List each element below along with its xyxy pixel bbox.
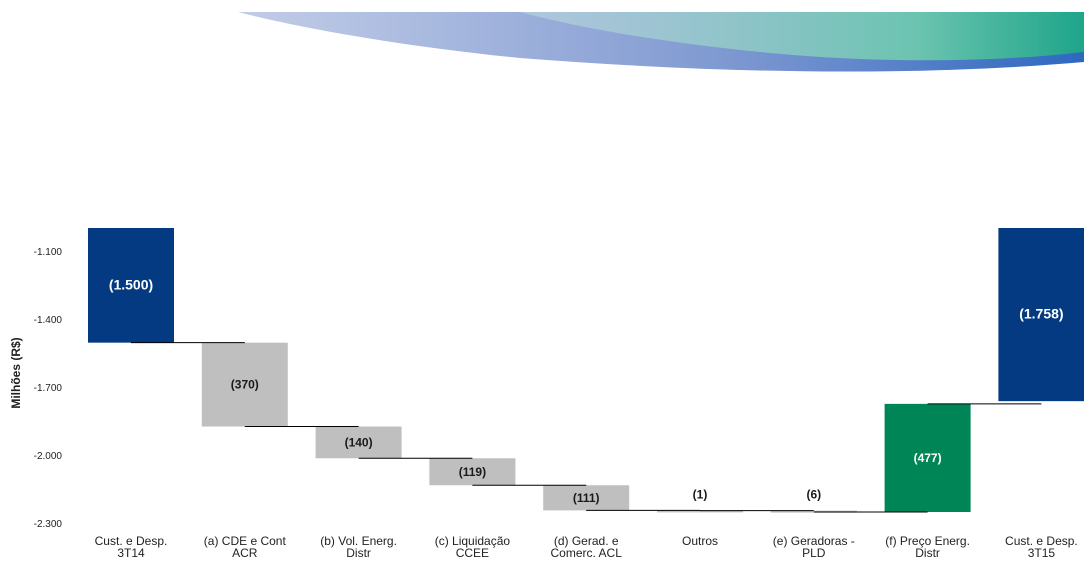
value-label-5: (1): [693, 487, 708, 501]
connectors: [131, 342, 1042, 513]
y-axis-label: Milhões (R$): [9, 337, 23, 408]
category-label-8: 3T15: [1028, 546, 1056, 560]
bar-1: [201, 342, 288, 427]
category-label-7: (f) Preço Energ.: [885, 534, 970, 548]
bar-0: [88, 228, 174, 343]
category-label-8: Cust. e Desp.: [1005, 534, 1078, 548]
bar-7: [884, 403, 971, 512]
value-labels: (1.500) (370) (140) (119) (111) (1) (6) (477) (1…: [109, 276, 1064, 504]
category-label-1: ACR: [232, 546, 258, 560]
category-label-2: (b) Vol. Energ.: [320, 534, 397, 548]
y-axis-title: Milhões (R$): [9, 337, 23, 408]
y-tick-label: -1.700: [34, 383, 63, 394]
y-tick-label: -1.100: [34, 247, 63, 258]
y-tick-label: -2.300: [34, 519, 63, 530]
category-label-3: (c) Liquidação: [435, 534, 511, 548]
bar-2: [315, 426, 402, 459]
value-label-7: (477): [914, 451, 942, 465]
category-label-1: (a) CDE e Cont: [204, 534, 287, 548]
bar-3: [429, 458, 516, 486]
header-banner: [238, 12, 1084, 72]
value-label-0: (1.500): [109, 276, 153, 292]
category-label-6: PLD: [802, 546, 826, 560]
category-label-5: Outros: [682, 534, 718, 548]
value-label-4: (111): [573, 491, 600, 505]
category-label-2: Distr: [346, 546, 371, 560]
bar-5: [657, 510, 743, 513]
bars: [88, 228, 1084, 513]
category-label-4: Comerc. ACL: [551, 546, 623, 560]
y-tick-label: -2.000: [34, 451, 63, 462]
value-label-6: (6): [806, 488, 821, 502]
category-label-0: 3T14: [117, 546, 145, 560]
category-label-4: (d) Gerad. e: [554, 534, 619, 548]
category-label-3: CCEE: [456, 546, 489, 560]
value-label-8: (1.758): [1019, 306, 1063, 322]
bar-8: [998, 228, 1084, 402]
value-label-2: (140): [345, 435, 373, 449]
banner-green-swoosh: [520, 12, 1084, 61]
y-axis-ticks: -1.100 -1.400 -1.700 -2.000 -2.300: [34, 247, 63, 530]
y-tick-label: -1.400: [34, 315, 63, 326]
category-label-7: Distr: [915, 546, 940, 560]
bar-4: [543, 485, 630, 511]
category-label-0: Cust. e Desp.: [95, 534, 168, 548]
value-label-1: (370): [231, 378, 259, 392]
value-label-3: (119): [459, 465, 486, 479]
category-label-6: (e) Geradoras -: [773, 534, 855, 548]
